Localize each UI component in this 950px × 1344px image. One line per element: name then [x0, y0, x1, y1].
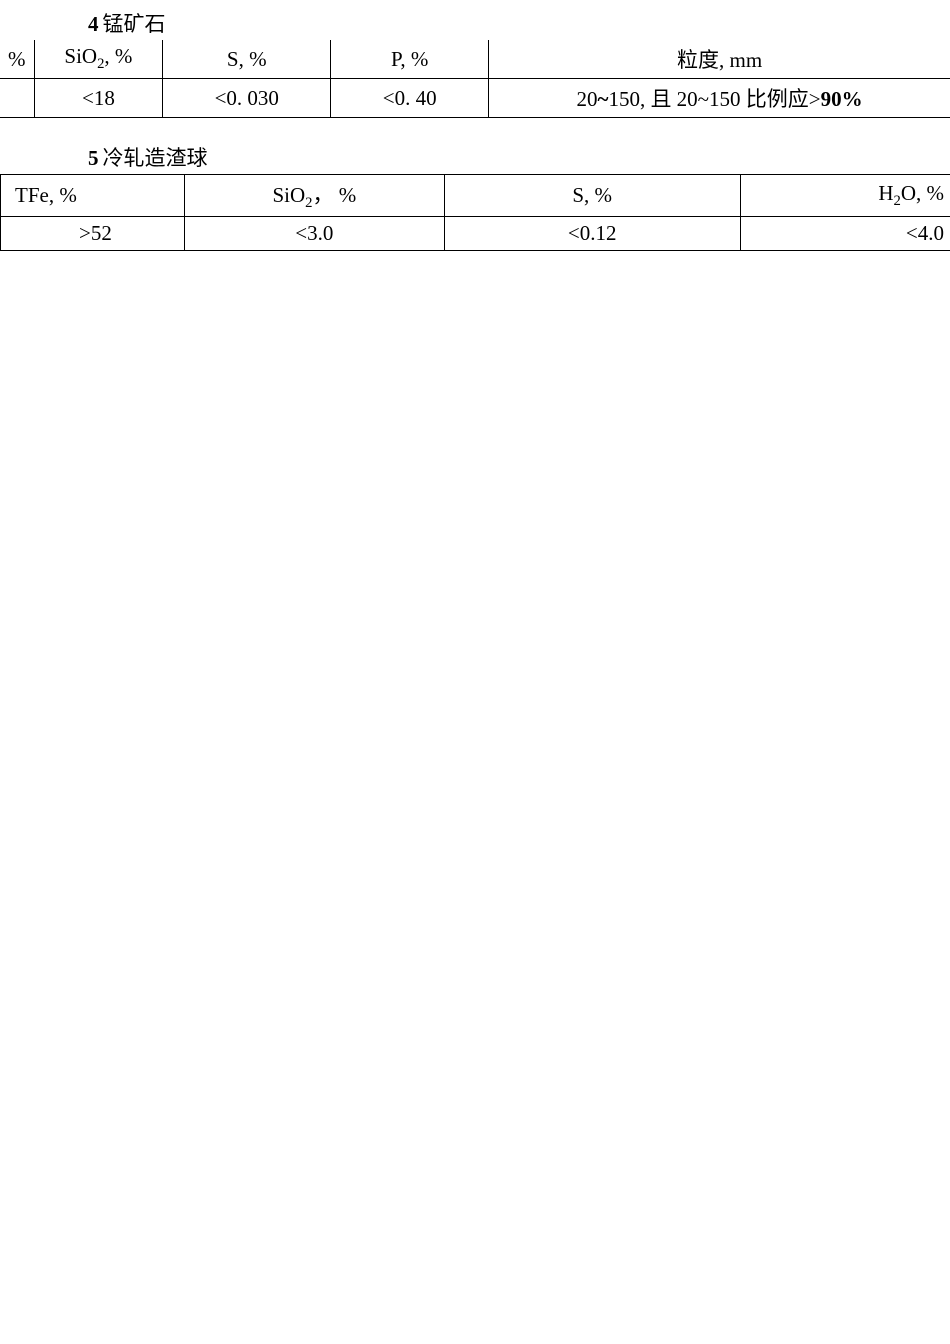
sio2-label: SiO2, %	[64, 44, 132, 68]
data-cell: <18	[34, 79, 163, 118]
section4-title-text: 锰矿石	[103, 12, 166, 36]
data-cell: <3.0	[184, 217, 444, 251]
header-cell: 粒度, mm	[489, 40, 950, 79]
sio2-label: SiO2， %	[272, 183, 356, 207]
granularity-value: 20~150, 且 20~150 比例应>90%	[577, 87, 863, 111]
table-row: <18 <0. 030 <0. 40 20~150, 且 20~150 比例应>…	[0, 79, 950, 118]
data-cell: <0. 030	[163, 79, 331, 118]
data-cell: <4.0	[740, 217, 950, 251]
data-cell	[0, 79, 34, 118]
section5-title: 5冷轧造渣球	[88, 142, 950, 172]
data-cell: >52	[1, 217, 185, 251]
table-row: >52 <3.0 <0.12 <4.0	[1, 217, 950, 251]
h2o-label: H2O, %	[878, 181, 944, 205]
table-row: % SiO2, % S, % P, % 粒度, mm	[0, 40, 950, 79]
header-cell: %	[0, 40, 34, 79]
data-cell: 20~150, 且 20~150 比例应>90%	[489, 79, 950, 118]
table-cold-rolled-slag-ball: TFe, % SiO2， % S, % H2O, % >52 <3.0 <0.1…	[0, 174, 950, 251]
data-cell: <0.12	[444, 217, 740, 251]
section5-title-text: 冷轧造渣球	[103, 146, 208, 170]
data-cell: <0. 40	[331, 79, 489, 118]
header-cell: TFe, %	[1, 175, 185, 217]
header-cell: S, %	[163, 40, 331, 79]
header-cell: SiO2, %	[34, 40, 163, 79]
header-cell: H2O, %	[740, 175, 950, 217]
section5-number: 5	[88, 146, 99, 170]
header-cell: SiO2， %	[184, 175, 444, 217]
table-manganese-ore: % SiO2, % S, % P, % 粒度, mm <18 <0. 030 <…	[0, 40, 950, 118]
header-cell: S, %	[444, 175, 740, 217]
table-row: TFe, % SiO2， % S, % H2O, %	[1, 175, 950, 217]
header-cell: P, %	[331, 40, 489, 79]
section4-number: 4	[88, 12, 99, 36]
section4-title: 4锰矿石	[88, 8, 950, 38]
